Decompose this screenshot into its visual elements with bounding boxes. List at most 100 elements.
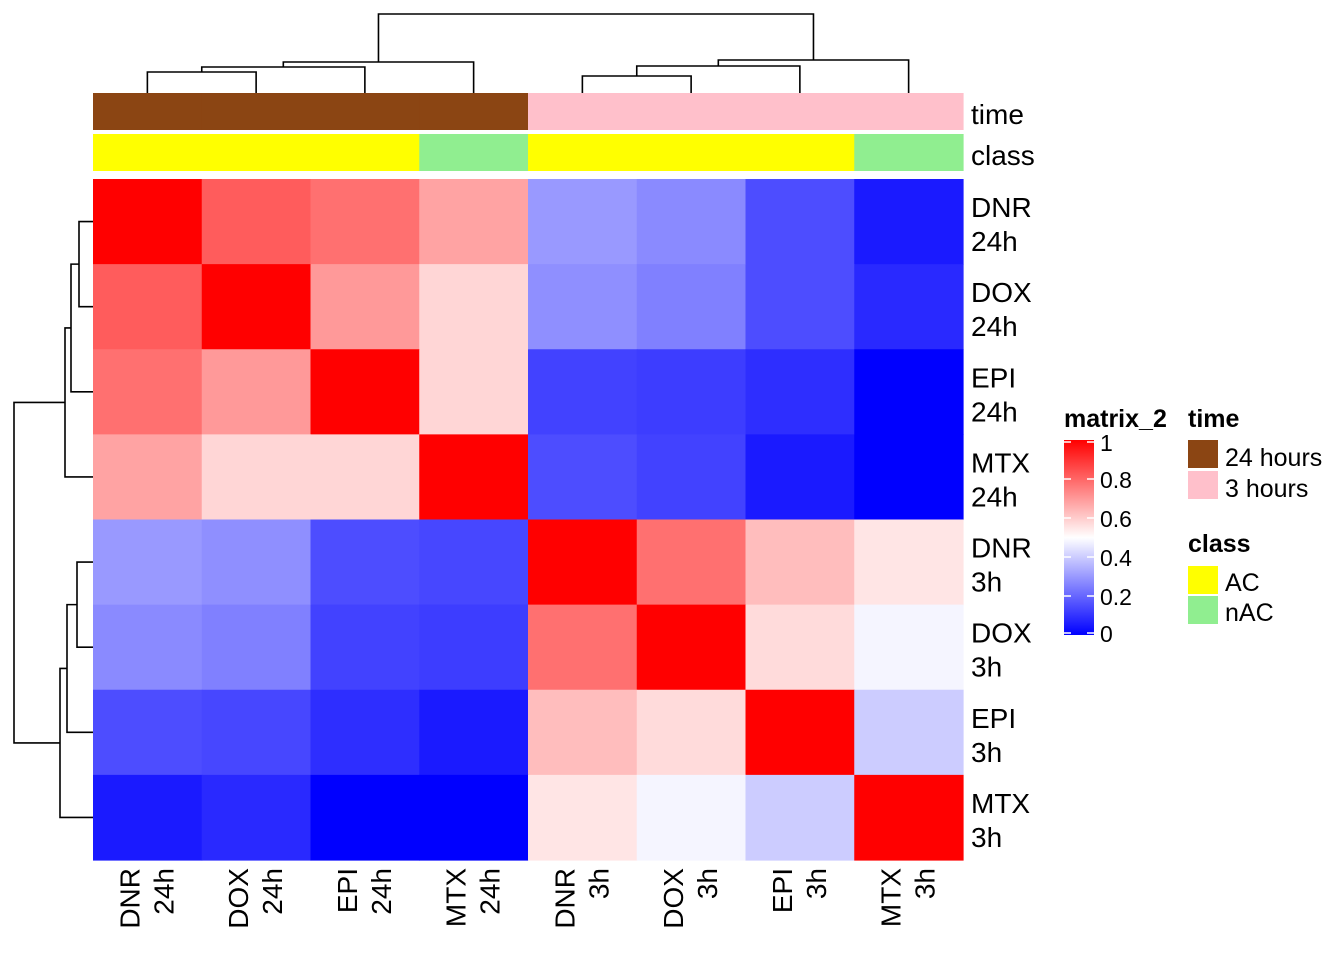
heatmap-cell — [636, 434, 747, 521]
column-label: EPI — [332, 868, 363, 913]
heatmap-cell — [201, 689, 312, 776]
dendrogram-branch — [59, 667, 93, 819]
heatmap-cell — [310, 179, 420, 265]
class-annotation-cell — [636, 134, 747, 171]
heatmap-cell — [745, 179, 855, 265]
column-label: 3h — [583, 868, 614, 899]
class-annotation-cell — [201, 134, 312, 171]
heatmap-cell — [419, 179, 529, 265]
column-label: DNR — [549, 868, 580, 929]
column-label: 24h — [148, 868, 179, 915]
heatmap-cell — [745, 604, 855, 691]
time-annotation-cell — [528, 93, 638, 130]
row-label: 24h — [971, 311, 1018, 342]
time-annotation-cell — [745, 93, 855, 130]
column-label: 24h — [366, 868, 397, 915]
heatmap-cell — [854, 519, 964, 606]
heatmap-cell — [636, 689, 747, 776]
heatmap-cell — [93, 264, 203, 350]
dendrogram-branch — [717, 59, 910, 93]
heatmap-cell — [201, 519, 312, 606]
legend-swatch-ac — [1188, 566, 1218, 594]
row-label: MTX — [971, 447, 1030, 478]
heatmap-cell — [854, 689, 964, 776]
time-annotation-cell — [419, 93, 529, 130]
scale-tick-label: 0.4 — [1100, 545, 1132, 571]
scale-tick-label: 1 — [1100, 430, 1113, 456]
legend-swatch-nac — [1188, 596, 1218, 624]
dendrogram-branch — [146, 71, 257, 93]
color-scale-title: matrix_2 — [1064, 405, 1167, 433]
row-label: DOX — [971, 277, 1032, 308]
row-label: DOX — [971, 618, 1032, 649]
heatmap-cell — [636, 349, 747, 435]
row-label: DNR — [971, 192, 1032, 223]
heatmap-cell — [745, 264, 855, 350]
color-scale-bar — [1064, 440, 1094, 635]
row-label: 24h — [971, 481, 1018, 512]
heatmap-cell — [310, 604, 420, 691]
heatmap-cell — [528, 349, 638, 435]
column-dendrogram — [146, 13, 910, 93]
heatmap-cell — [93, 689, 203, 776]
heatmap-cell — [93, 434, 203, 521]
heatmap-cell — [854, 349, 964, 435]
heatmap-cell — [854, 774, 964, 861]
row-label: EPI — [971, 703, 1016, 734]
heatmap-cell — [310, 774, 420, 861]
time-annotation-cell — [636, 93, 747, 130]
legend-label-24-hours: 24 hours — [1225, 444, 1322, 472]
color-scale-legend: matrix_2 0 0.2 0.4 0.6 0.8 1 — [1064, 405, 1167, 647]
column-label: 3h — [801, 868, 832, 899]
dendrogram-branch — [70, 263, 93, 393]
time-annotation-cell — [201, 93, 312, 130]
row-label: DNR — [971, 533, 1032, 564]
column-label: EPI — [767, 868, 798, 913]
heatmap-cell — [93, 349, 203, 435]
heatmap-cell — [528, 519, 638, 606]
row-label: 3h — [971, 652, 1002, 683]
row-label: 24h — [971, 396, 1018, 427]
column-label: DOX — [223, 868, 254, 929]
row-label: MTX — [971, 788, 1030, 819]
class-annotation-cell — [310, 134, 420, 171]
scale-tick-label: 0.6 — [1100, 506, 1132, 532]
row-label: 24h — [971, 226, 1018, 257]
time-annotation-bar — [93, 93, 964, 130]
heatmap-cell — [745, 774, 855, 861]
heatmap-cell — [419, 689, 529, 776]
heatmap-cell — [528, 179, 638, 265]
heatmap-cells — [93, 179, 964, 861]
time-annotation-label: time — [971, 99, 1024, 130]
heatmap-cell — [93, 604, 203, 691]
heatmap-cell — [854, 179, 964, 265]
class-annotation-cell — [93, 134, 203, 171]
heatmap-cell — [201, 264, 312, 350]
time-annotation-cell — [93, 93, 203, 130]
heatmap-cell — [93, 774, 203, 861]
class-legend: class AC nAC — [1188, 530, 1274, 627]
column-labels: DNR 24h DOX 24h EPI 24h MTX 24h DNR 3h DOX 3h EPI 3h M… — [114, 868, 940, 929]
column-label: 3h — [910, 868, 941, 899]
heatmap-cell — [745, 434, 855, 521]
class-annotation-cell — [745, 134, 855, 171]
column-label: MTX — [876, 868, 907, 927]
heatmap-cell — [93, 519, 203, 606]
heatmap-cell — [310, 519, 420, 606]
row-dendrogram — [13, 220, 93, 819]
time-legend: time 24 hours 3 hours — [1188, 405, 1322, 503]
heatmap-cell — [201, 774, 312, 861]
legend-label-nac: nAC — [1225, 599, 1274, 627]
heatmap-cell — [93, 179, 203, 265]
heatmap-cell — [854, 264, 964, 350]
heatmap-cell — [310, 349, 420, 435]
dendrogram-branch — [66, 603, 93, 734]
time-annotation-cell — [854, 93, 964, 130]
heatmap-cell — [636, 774, 747, 861]
dendrogram-branch — [64, 327, 93, 478]
heatmap-cell — [636, 264, 747, 350]
time-legend-title: time — [1188, 405, 1240, 433]
heatmap-cell — [854, 434, 964, 521]
scale-tick-label: 0.8 — [1100, 467, 1132, 493]
